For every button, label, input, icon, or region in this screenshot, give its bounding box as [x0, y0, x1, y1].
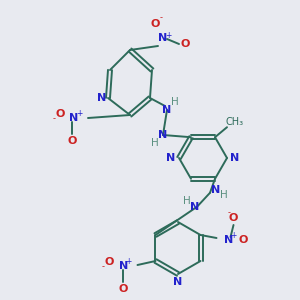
Text: O: O [229, 213, 238, 223]
Text: H: H [151, 138, 159, 148]
Text: -: - [160, 14, 163, 22]
Text: H: H [171, 97, 179, 107]
Text: N: N [167, 153, 176, 163]
Text: -: - [52, 115, 56, 124]
Text: N: N [98, 93, 106, 103]
Text: +: + [76, 110, 82, 118]
Text: O: O [239, 235, 248, 245]
Text: H: H [183, 196, 191, 206]
Text: N: N [212, 185, 220, 195]
Text: N: N [69, 113, 79, 123]
Text: +: + [230, 232, 237, 241]
Text: O: O [55, 109, 65, 119]
Text: O: O [119, 284, 128, 294]
Text: N: N [119, 261, 128, 271]
Text: N: N [162, 105, 172, 115]
Text: H: H [220, 190, 228, 200]
Text: O: O [105, 257, 114, 267]
Text: N: N [158, 33, 168, 43]
Text: -: - [102, 262, 105, 272]
Text: O: O [67, 136, 77, 146]
Text: N: N [230, 153, 240, 163]
Text: -: - [228, 208, 231, 217]
Text: N: N [190, 202, 200, 212]
Text: +: + [165, 32, 171, 40]
Text: N: N [158, 130, 168, 140]
Text: +: + [125, 257, 132, 266]
Text: O: O [150, 19, 160, 29]
Text: N: N [173, 277, 183, 287]
Text: CH₃: CH₃ [226, 117, 244, 127]
Text: N: N [224, 235, 233, 245]
Text: O: O [180, 39, 190, 49]
